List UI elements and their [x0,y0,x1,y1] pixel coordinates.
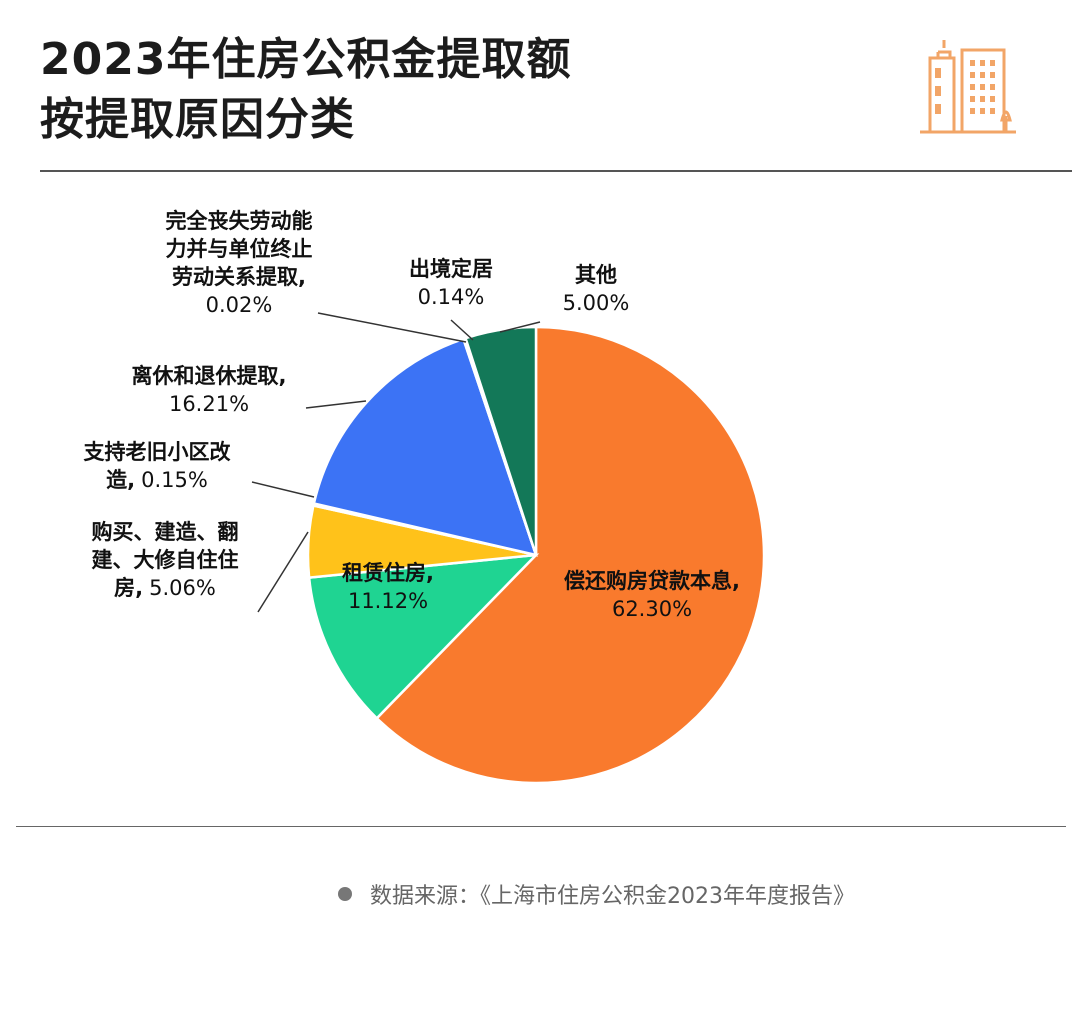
leader-line [305,400,367,409]
source-note: 数据来源：《上海市住房公积金2023年年度报告》 [338,878,855,910]
city-buildings-icon [920,40,1016,134]
pie-slice [463,325,538,556]
pie-slice [375,325,766,785]
slice-label: 离休和退休提取, 16.21% [132,364,287,416]
leader-line [257,531,309,613]
slice-label: 出境定居 0.14% [409,257,493,309]
leader-line [499,321,541,333]
bullet-icon [338,887,352,901]
leader-line [251,481,315,498]
slice-label: 其他 5.00% [563,263,630,315]
slice-label: 购买、建造、翻建、大修自住住房, 5.06% [92,520,239,600]
top-divider [40,170,1072,172]
title-line-2: 按提取原因分类 [40,94,355,145]
leader-line [450,319,474,341]
source-text: 数据来源：《上海市住房公积金2023年年度报告》 [370,884,855,909]
chart-title: 2023年住房公积金提取额 按提取原因分类 [40,30,571,150]
slice-label: 支持老旧小区改造, 0.15% [84,440,232,492]
leader-line [317,312,467,343]
bottom-divider [16,826,1066,827]
slice-label: 偿还购房贷款本息, 62.30% [564,569,740,621]
title-line-1: 2023年住房公积金提取额 [40,34,572,85]
slice-label: 租赁住房, 11.12% [342,561,434,613]
slice-label: 完全丧失劳动能力并与单位终止劳动关系提取, 0.02% [166,209,313,317]
pie-slice [307,553,540,720]
